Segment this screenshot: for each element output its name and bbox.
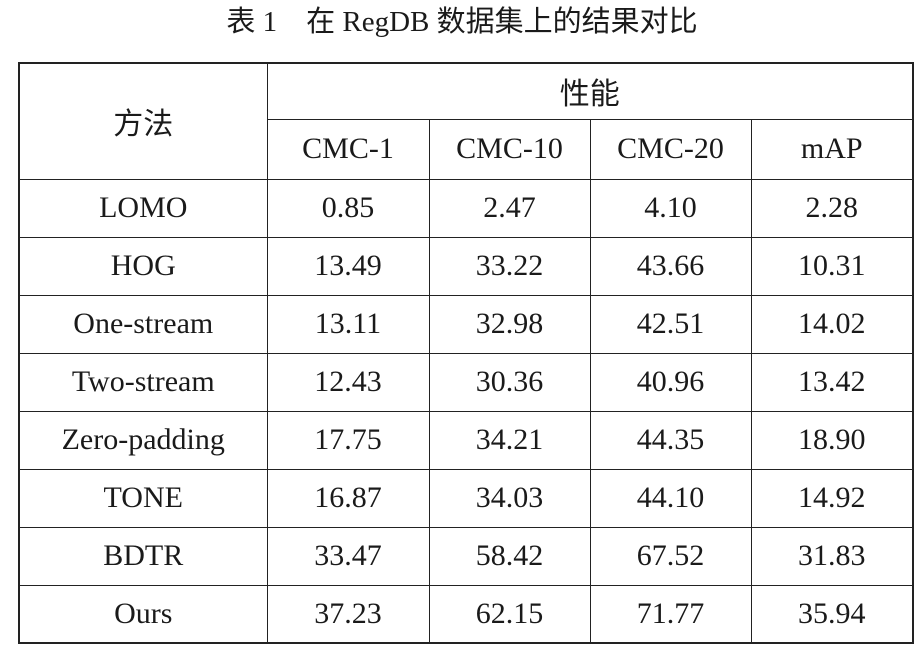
value-cell: 0.85 <box>266 178 430 238</box>
data-row: Two-stream 12.43 30.36 40.96 13.42 <box>18 352 914 412</box>
column-header: CMC-20 <box>589 118 752 180</box>
value-cell: 33.47 <box>266 526 430 586</box>
method-cell: LOMO <box>18 178 268 238</box>
method-cell: Zero-padding <box>18 410 268 470</box>
data-row: One-stream 13.11 32.98 42.51 14.02 <box>18 294 914 354</box>
value-cell: 10.31 <box>750 236 914 296</box>
value-cell: 31.83 <box>750 526 914 586</box>
data-row: LOMO 0.85 2.47 4.10 2.28 <box>18 178 914 238</box>
value-cell: 67.52 <box>589 526 752 586</box>
data-row: HOG 13.49 33.22 43.66 10.31 <box>18 236 914 296</box>
method-cell: Two-stream <box>18 352 268 412</box>
value-cell: 34.21 <box>428 410 591 470</box>
value-cell: 40.96 <box>589 352 752 412</box>
value-cell: 13.49 <box>266 236 430 296</box>
value-cell: 2.47 <box>428 178 591 238</box>
column-header: CMC-10 <box>428 118 591 180</box>
value-cell: 37.23 <box>266 584 430 644</box>
value-cell: 71.77 <box>589 584 752 644</box>
data-row: Zero-padding 17.75 34.21 44.35 18.90 <box>18 410 914 470</box>
results-table: 方法 性能 CMC-1 CMC-10 CMC-20 mAP LOMO 0.85 2.47 4… <box>18 62 914 644</box>
value-cell: 14.02 <box>750 294 914 354</box>
group-header: 性能 <box>266 62 914 120</box>
value-cell: 62.15 <box>428 584 591 644</box>
data-row: Ours 37.23 62.15 71.77 35.94 <box>18 584 914 644</box>
value-cell: 44.35 <box>589 410 752 470</box>
value-cell: 42.51 <box>589 294 752 354</box>
method-header: 方法 <box>18 62 268 180</box>
value-cell: 13.11 <box>266 294 430 354</box>
value-cell: 30.36 <box>428 352 591 412</box>
value-cell: 2.28 <box>750 178 914 238</box>
method-cell: TONE <box>18 468 268 528</box>
value-cell: 18.90 <box>750 410 914 470</box>
data-row: TONE 16.87 34.03 44.10 14.92 <box>18 468 914 528</box>
value-cell: 44.10 <box>589 468 752 528</box>
value-cell: 16.87 <box>266 468 430 528</box>
value-cell: 35.94 <box>750 584 914 644</box>
value-cell: 43.66 <box>589 236 752 296</box>
value-cell: 12.43 <box>266 352 430 412</box>
value-cell: 58.42 <box>428 526 591 586</box>
value-cell: 33.22 <box>428 236 591 296</box>
table-title: 表 1 在 RegDB 数据集上的结果对比 <box>226 6 698 38</box>
method-cell: BDTR <box>18 526 268 586</box>
data-row: BDTR 33.47 58.42 67.52 31.83 <box>18 526 914 586</box>
column-header: mAP <box>750 118 914 180</box>
value-cell: 4.10 <box>589 178 752 238</box>
value-cell: 13.42 <box>750 352 914 412</box>
header-row: 方法 性能 <box>18 62 914 180</box>
method-cell: HOG <box>18 236 268 296</box>
table-body: 方法 性能 CMC-1 CMC-10 CMC-20 mAP LOMO 0.85 2.47 4… <box>18 62 914 644</box>
value-cell: 17.75 <box>266 410 430 470</box>
value-cell: 32.98 <box>428 294 591 354</box>
column-header: CMC-1 <box>266 118 430 180</box>
value-cell: 14.92 <box>750 468 914 528</box>
method-cell: One-stream <box>18 294 268 354</box>
value-cell: 34.03 <box>428 468 591 528</box>
method-cell: Ours <box>18 584 268 644</box>
